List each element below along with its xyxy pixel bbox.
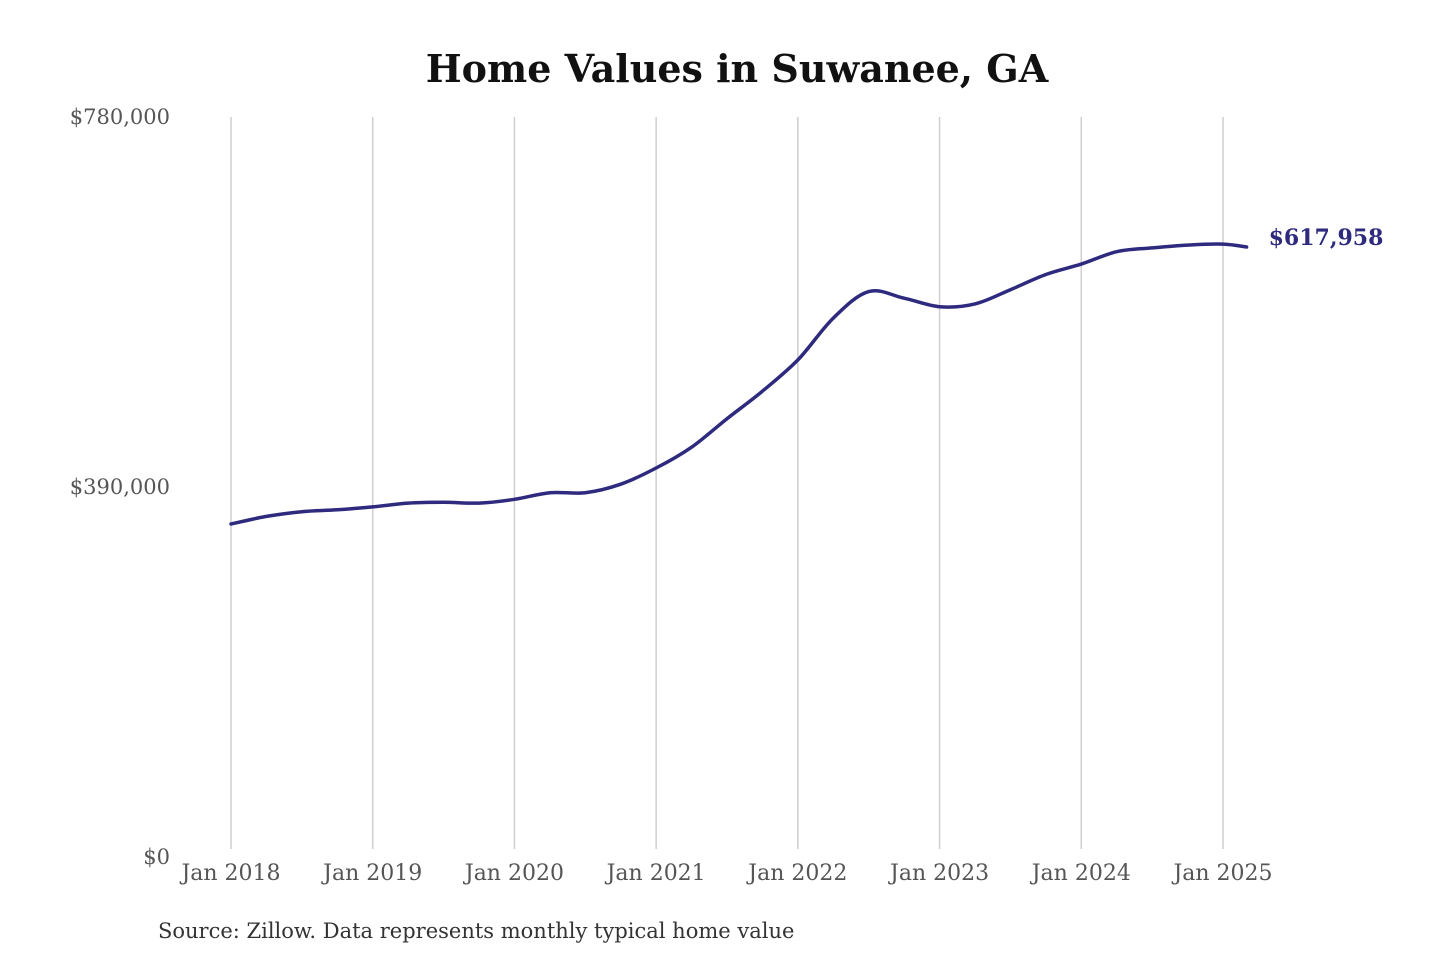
x-tick-label-5: Jan 2023 [888, 861, 989, 886]
x-tick-label-0: Jan 2018 [179, 861, 280, 886]
y-axis-tick-labels: $0 $390,000 $780,000 [70, 105, 170, 869]
source-note: Source: Zillow. Data represents monthly … [158, 919, 794, 943]
x-tick-label-3: Jan 2021 [605, 861, 706, 886]
y-tick-label-0: $0 [143, 845, 170, 869]
x-tick-label-4: Jan 2022 [746, 861, 847, 886]
y-tick-label-2: $780,000 [70, 105, 170, 129]
series-line-0 [229, 242, 1249, 526]
x-tick-label-7: Jan 2025 [1171, 861, 1272, 886]
x-tick-label-2: Jan 2020 [463, 861, 564, 886]
series-layer [229, 242, 1249, 526]
y-tick-label-1: $390,000 [70, 475, 170, 499]
end-value-label: $617,958 [1269, 225, 1384, 251]
chart-title: Home Values in Suwanee, GA [426, 46, 1049, 91]
gridlines [230, 117, 1224, 849]
x-tick-label-6: Jan 2024 [1030, 861, 1131, 886]
x-axis-tick-labels: Jan 2018 Jan 2019 Jan 2020 Jan 2021 Jan 2022… [179, 861, 1272, 886]
x-tick-label-1: Jan 2019 [321, 861, 422, 886]
